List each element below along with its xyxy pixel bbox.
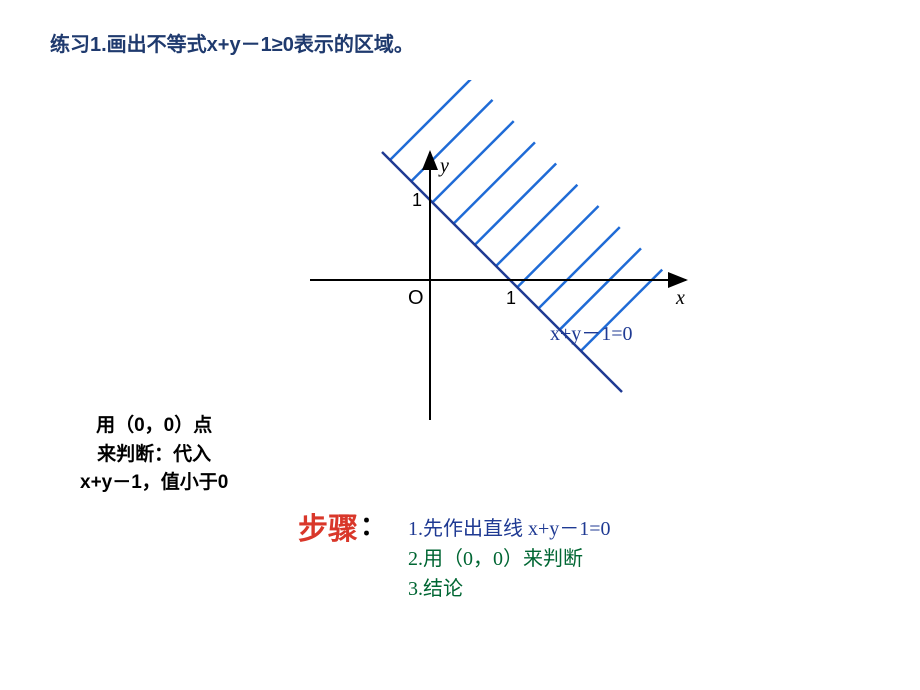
svg-text:1: 1 (506, 288, 516, 308)
steps-colon: ： (360, 506, 386, 543)
step-1: 1.先作出直线 x+y－1=0 (408, 512, 611, 541)
origin-test-note: 用（0，0）点 来判断：代入 x+y－1，值小于0 (80, 412, 228, 498)
svg-text:x+y－1=0: x+y－1=0 (550, 323, 633, 345)
svg-text:O: O (408, 287, 424, 309)
exercise-title: 练习1.画出不等式x+y－1≥0表示的区域。 (50, 28, 414, 57)
svg-text:x: x (675, 287, 685, 309)
chart-svg: y x O 1 1 x+y－1=0 (240, 80, 700, 420)
note-line-3: x+y－1，值小于0 (80, 472, 228, 493)
steps-label: 步骤 (298, 504, 358, 548)
svg-text:y: y (438, 155, 449, 177)
step-3: 3.结论 (408, 572, 463, 601)
svg-text:1: 1 (412, 190, 422, 210)
step-2: 2.用（0，0）来判断 (408, 542, 583, 571)
inequality-chart: y x O 1 1 x+y－1=0 (240, 80, 700, 425)
note-line-2: 来判断：代入 (97, 444, 211, 465)
note-line-1: 用（0，0）点 (96, 415, 212, 436)
